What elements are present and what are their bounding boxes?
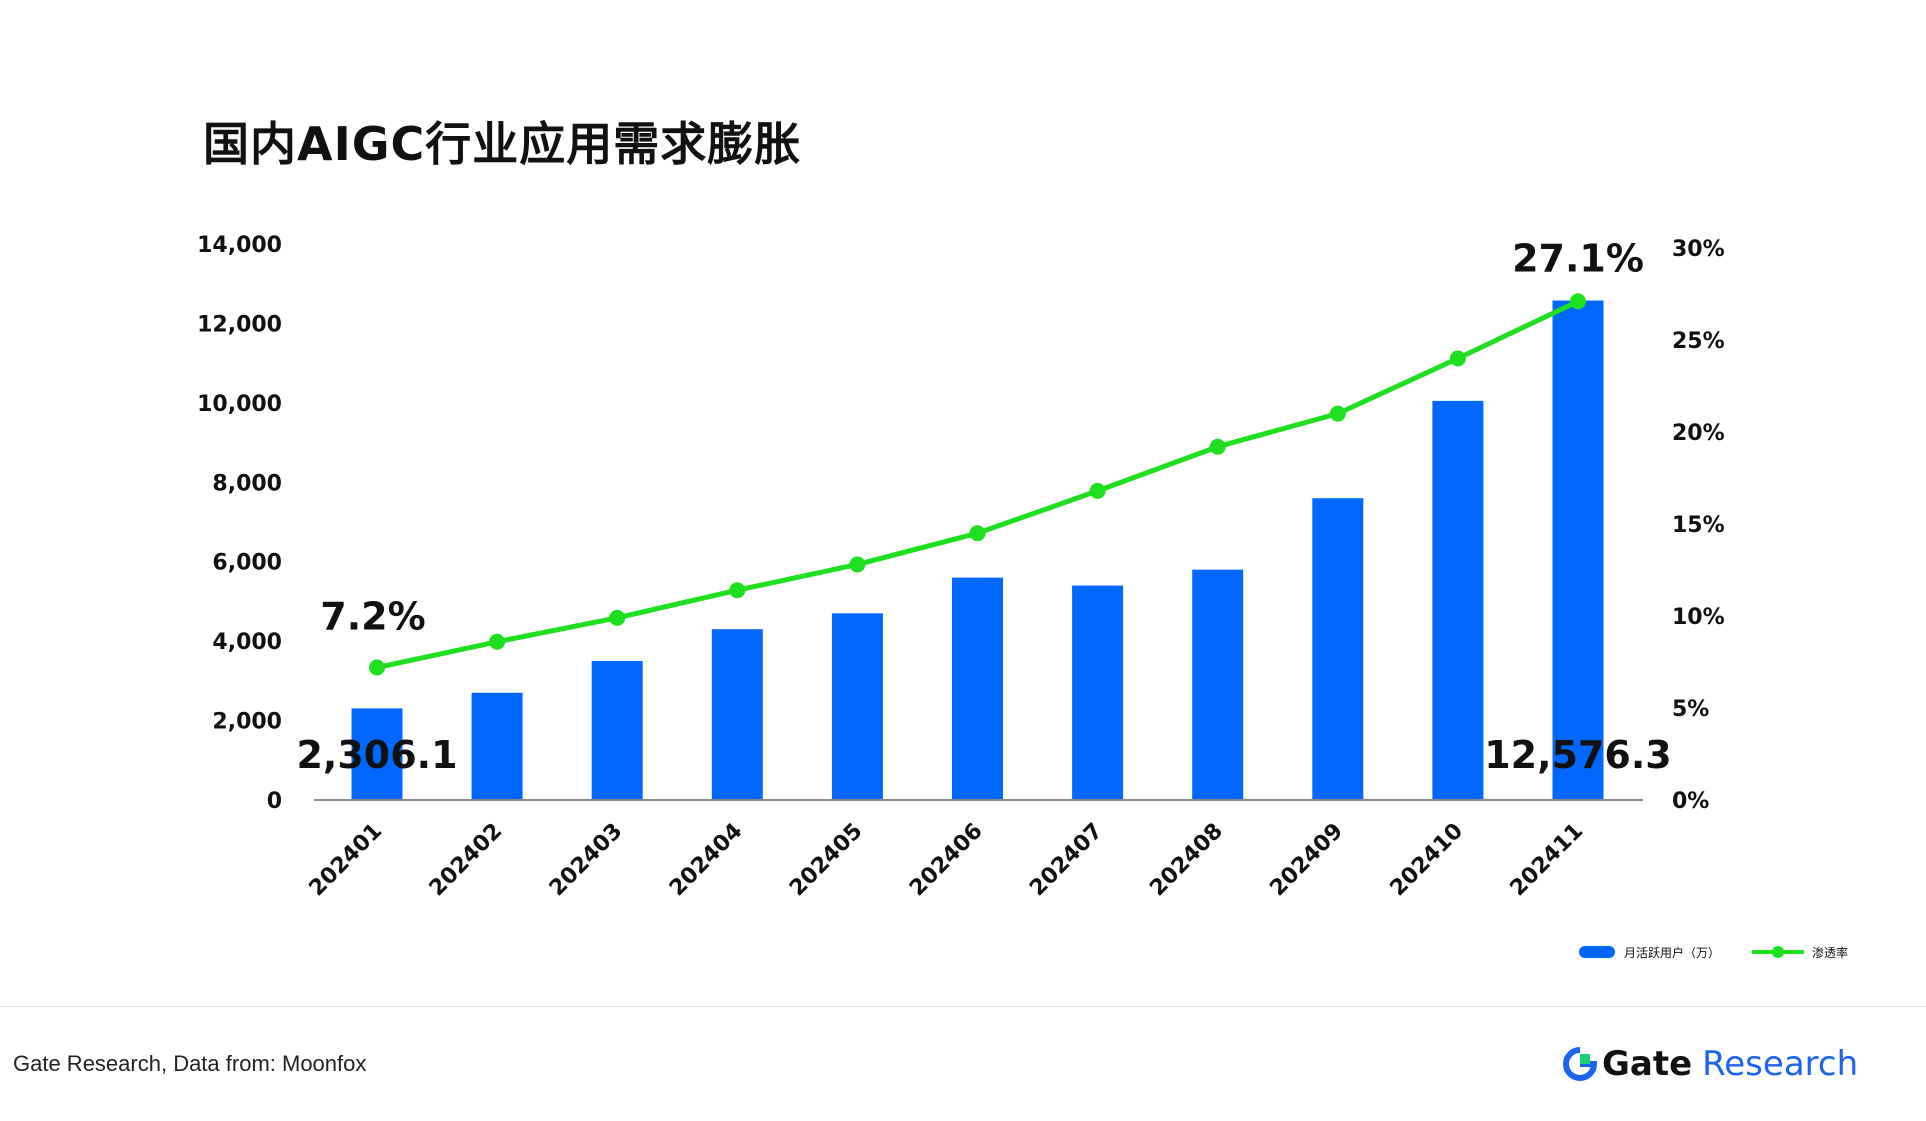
bar bbox=[952, 577, 1003, 800]
x-tick: 202406 bbox=[905, 819, 988, 902]
legend-bar-swatch bbox=[1579, 946, 1615, 958]
x-tick: 202403 bbox=[545, 819, 628, 902]
bar bbox=[1432, 400, 1484, 800]
data-label: 7.2% bbox=[320, 595, 425, 639]
legend-line-label: 渗透率 bbox=[1812, 945, 1848, 960]
gate-logo-icon bbox=[1563, 1047, 1598, 1081]
x-tick: 202410 bbox=[1386, 819, 1469, 902]
line-point bbox=[729, 582, 746, 599]
x-tick: 202404 bbox=[665, 819, 748, 902]
y-left-tick: 14,000 bbox=[197, 233, 282, 258]
legend-line-marker bbox=[1772, 946, 1784, 958]
y-right-tick: 0% bbox=[1672, 789, 1709, 814]
chart-title: 国内AIGC行业应用需求膨胀 bbox=[203, 117, 802, 171]
chart: 0 2,000 4,000 6,000 8,000 10,000 12,000 14,000 0… bbox=[197, 233, 1848, 960]
x-tick: 202408 bbox=[1145, 819, 1228, 902]
line-point bbox=[969, 525, 986, 542]
x-tick: 202411 bbox=[1506, 819, 1589, 902]
y-right-tick: 25% bbox=[1672, 329, 1725, 354]
y-left-tick: 0 bbox=[267, 789, 282, 814]
y-right-tick: 15% bbox=[1672, 513, 1725, 538]
bar bbox=[351, 708, 403, 800]
y-left-tick: 12,000 bbox=[197, 312, 282, 337]
y-right-tick: 20% bbox=[1672, 421, 1725, 446]
data-label: 2,306.1 bbox=[296, 733, 457, 777]
data-label: 27.1% bbox=[1512, 236, 1644, 280]
bar bbox=[1312, 498, 1364, 800]
line-point bbox=[489, 633, 506, 650]
x-tick: 202405 bbox=[785, 819, 868, 902]
line-point bbox=[1449, 350, 1466, 367]
line-point bbox=[369, 659, 385, 676]
bar bbox=[591, 661, 643, 800]
data-label: 12,576.3 bbox=[1484, 733, 1672, 777]
x-tick: 202407 bbox=[1025, 819, 1108, 902]
y-right-tick: 10% bbox=[1672, 605, 1725, 630]
bar bbox=[471, 692, 523, 800]
y-right-tick: 5% bbox=[1672, 697, 1709, 722]
line-point bbox=[609, 609, 626, 626]
x-tick: 202409 bbox=[1265, 819, 1348, 902]
line-point bbox=[1209, 438, 1226, 455]
footer-divider bbox=[0, 1006, 1926, 1007]
line-point bbox=[1570, 293, 1586, 310]
bar bbox=[1552, 300, 1604, 800]
brand-research: Research bbox=[1702, 1044, 1859, 1084]
brand: Gate Research bbox=[1562, 1040, 1858, 1088]
y-right-tick: 30% bbox=[1672, 237, 1725, 262]
bar bbox=[1072, 585, 1124, 800]
bar bbox=[831, 613, 883, 800]
y-left-tick: 2,000 bbox=[212, 710, 282, 735]
y-left-tick: 8,000 bbox=[212, 471, 282, 496]
line-point bbox=[1329, 405, 1346, 422]
footer-source: Gate Research, Data from: Moonfox bbox=[13, 1051, 367, 1076]
x-tick: 202401 bbox=[305, 819, 388, 902]
legend-bar-label: 月活跃用户（万） bbox=[1624, 945, 1720, 960]
y-left-tick: 10,000 bbox=[197, 392, 282, 417]
y-left-tick: 4,000 bbox=[212, 630, 282, 655]
bar bbox=[711, 629, 763, 800]
y-left-tick: 6,000 bbox=[212, 551, 282, 576]
brand-gate: Gate bbox=[1602, 1044, 1693, 1084]
line-point bbox=[1089, 482, 1106, 499]
x-tick: 202402 bbox=[425, 819, 508, 902]
line-point bbox=[849, 556, 866, 573]
bar bbox=[1192, 569, 1244, 800]
